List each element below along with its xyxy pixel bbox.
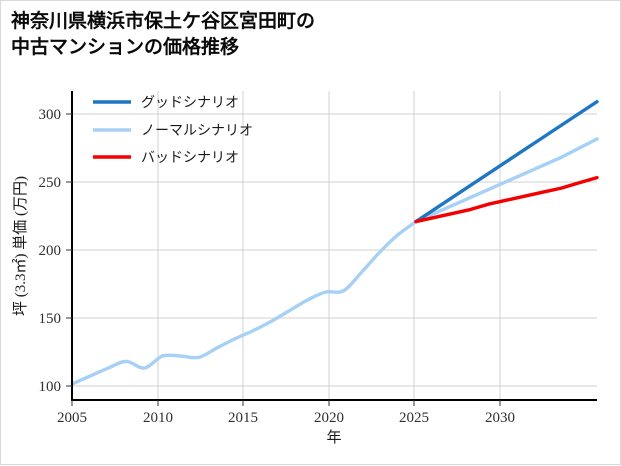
y-tick-label-300: 300 <box>39 107 62 123</box>
x-tick-label-2020: 2020 <box>314 410 344 426</box>
axis-spines <box>71 91 597 401</box>
legend-label-good: グッドシナリオ <box>141 95 239 111</box>
x-tick-label-2010: 2010 <box>143 410 173 426</box>
series-line-good-forecast <box>414 99 599 224</box>
legend-label-bad: バッドシナリオ <box>141 151 239 166</box>
x-tick-label-2030: 2030 <box>485 410 515 426</box>
series-line-normal <box>70 219 418 386</box>
y-tick-label-100: 100 <box>39 379 62 395</box>
x-tick-label-2005: 2005 <box>57 410 87 426</box>
y-tick-label-250: 250 <box>39 175 62 191</box>
x-axis-title: 年 <box>326 429 341 446</box>
series-line-bad-forecast <box>414 175 599 224</box>
data-series-group <box>70 99 599 386</box>
legend-label-normal: ノーマルシナリオ <box>141 124 253 139</box>
y-tick-label-200: 200 <box>39 243 62 259</box>
x-axis-ticks: 2005 2010 2015 2020 2025 2030 <box>57 400 515 426</box>
x-tick-label-2025: 2025 <box>399 410 429 426</box>
series-line-normal-forecast <box>414 137 599 224</box>
chart-legend: グッドシナリオ ノーマルシナリオ バッドシナリオ <box>93 95 253 166</box>
y-axis-ticks: 300 250 200 150 100 <box>39 107 72 395</box>
page-title: 神奈川県横浜市保土ケ谷区宮田町の 中古マンションの価格推移 <box>11 11 316 58</box>
y-axis-title: 坪 (3.3㎡) 単価 (万円) <box>12 176 29 316</box>
x-tick-label-2015: 2015 <box>228 410 258 426</box>
y-tick-label-150: 150 <box>39 311 62 327</box>
